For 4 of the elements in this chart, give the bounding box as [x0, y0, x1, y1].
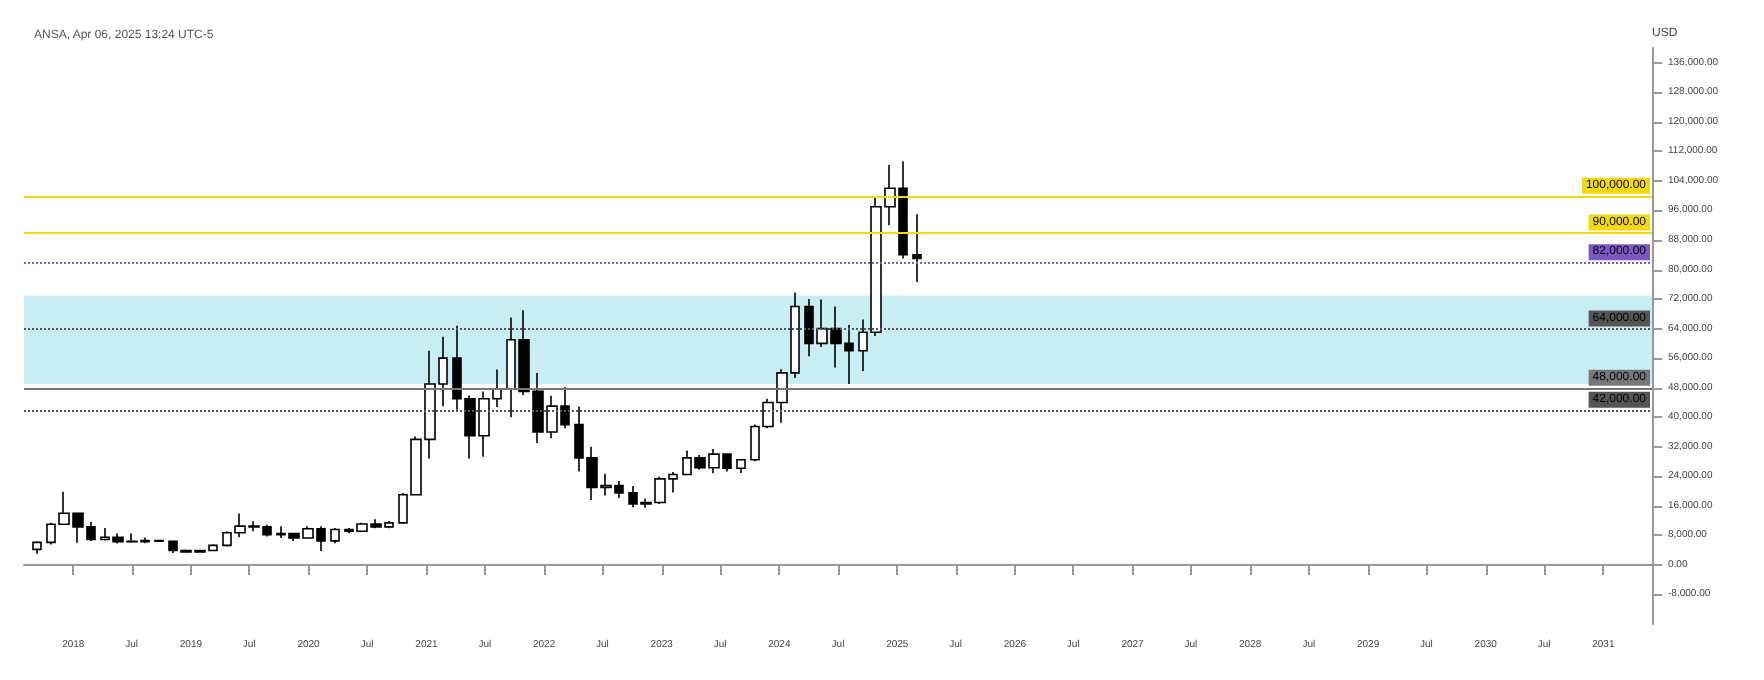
candlestick [32, 540, 42, 555]
candlestick [330, 527, 340, 544]
candlestick [912, 213, 922, 283]
candlestick [736, 458, 746, 474]
